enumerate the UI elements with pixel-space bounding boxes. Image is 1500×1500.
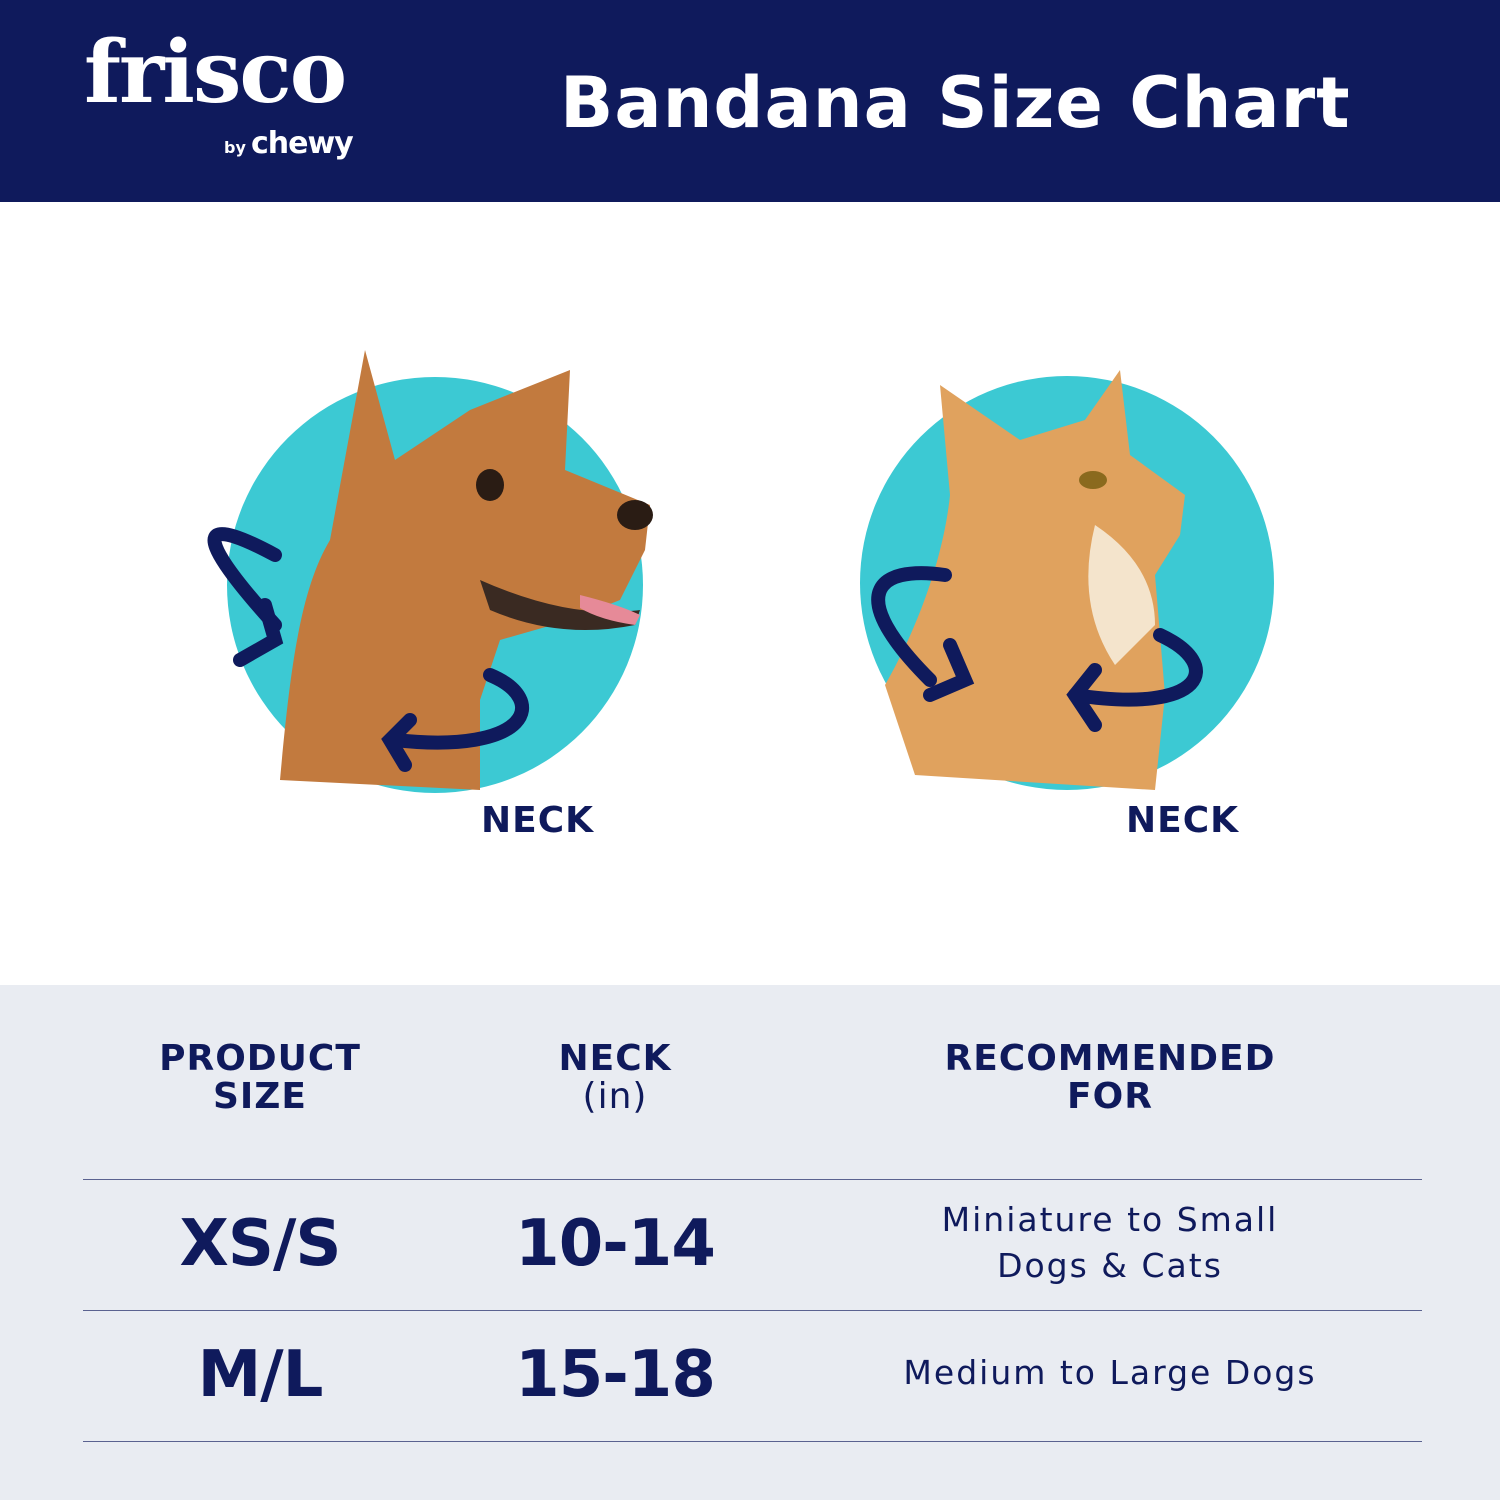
header-product-size: PRODUCT SIZE — [159, 1038, 361, 1117]
divider — [83, 1310, 1422, 1311]
header-banner: frisco by chewy Bandana Size Chart — [0, 0, 1500, 202]
neck-arrow-icon — [871, 566, 1203, 732]
size-table: PRODUCT SIZE NECK (in) RECOMMENDED FOR XS/S… — [0, 985, 1500, 1500]
dog-illustration — [207, 350, 653, 793]
header-neck: NECK (in) — [558, 1038, 672, 1117]
header-recommended-for: RECOMMENDED FOR — [944, 1038, 1276, 1117]
divider — [83, 1179, 1422, 1180]
cat-illustration — [860, 370, 1274, 790]
neck-arrow-icon — [207, 527, 530, 772]
page-title: Bandana Size Chart — [560, 62, 1351, 144]
cat-neck-label: NECK — [1126, 800, 1240, 841]
frisco-logo: frisco by chewy — [84, 22, 354, 162]
divider — [83, 1441, 1422, 1442]
dog-neck-label: NECK — [481, 800, 595, 841]
